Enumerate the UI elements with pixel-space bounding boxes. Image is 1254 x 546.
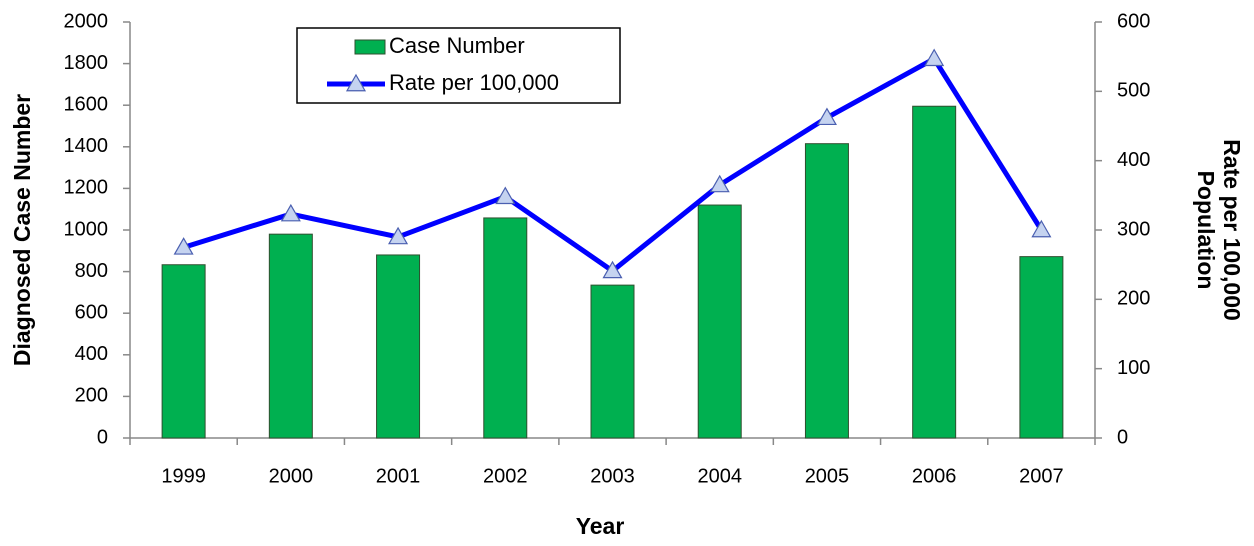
bar (376, 254, 421, 439)
y2-tick-label: 0 (1117, 426, 1128, 448)
bar (590, 284, 635, 439)
y2-axis-label: Rate per 100,000 (1219, 139, 1245, 321)
marker (173, 237, 194, 255)
y-tick-label: 1600 (64, 93, 109, 115)
x-tick-label: 2000 (269, 465, 314, 487)
bar (483, 217, 528, 439)
x-axis-label: Year (576, 513, 625, 539)
legend-marker (345, 73, 367, 92)
y-tick-label: 1800 (64, 52, 109, 74)
bar (912, 105, 957, 439)
y-tick-label: 400 (75, 343, 108, 365)
y2-tick-label: 600 (1117, 10, 1150, 32)
y2-tick-label: 200 (1117, 288, 1150, 310)
x-tick-label: 2005 (805, 465, 850, 487)
marker (495, 186, 516, 205)
bar (161, 264, 206, 439)
x-tick-label: 1999 (161, 465, 206, 487)
y2-tick-label: 300 (1117, 218, 1150, 240)
marker (602, 260, 623, 279)
marker (388, 226, 409, 245)
y-axis-label: Diagnosed Case Number (9, 94, 35, 366)
legend-swatch (354, 39, 386, 55)
x-tick-label: 2004 (697, 465, 742, 487)
y-tick-label: 0 (97, 426, 108, 448)
bar (1019, 256, 1064, 439)
y2-axis-label: Population (1193, 171, 1219, 290)
bar (268, 233, 313, 439)
legend-label: Case Number (389, 33, 525, 58)
y-tick-label: 1400 (64, 135, 109, 157)
y2-tick-label: 100 (1117, 357, 1150, 379)
marker (280, 203, 301, 222)
y2-tick-label: 500 (1117, 80, 1150, 102)
x-tick-label: 2003 (590, 465, 635, 487)
legend-label: Rate per 100,000 (389, 70, 559, 95)
marker (709, 174, 730, 193)
marker (924, 48, 945, 67)
x-tick-label: 2006 (912, 465, 957, 487)
y-tick-label: 2000 (64, 10, 109, 32)
y-tick-label: 200 (75, 385, 108, 407)
x-tick-label: 2001 (376, 465, 421, 487)
bar (697, 204, 742, 439)
x-tick-label: 2002 (483, 465, 528, 487)
marker (816, 107, 837, 126)
y-tick-label: 1200 (64, 177, 109, 199)
bar (804, 143, 849, 439)
x-tick-label: 2007 (1019, 465, 1064, 487)
y-tick-label: 600 (75, 301, 108, 323)
y-tick-label: 800 (75, 260, 108, 282)
y2-tick-label: 400 (1117, 149, 1150, 171)
marker (1031, 219, 1052, 238)
y-tick-label: 1000 (64, 218, 109, 240)
